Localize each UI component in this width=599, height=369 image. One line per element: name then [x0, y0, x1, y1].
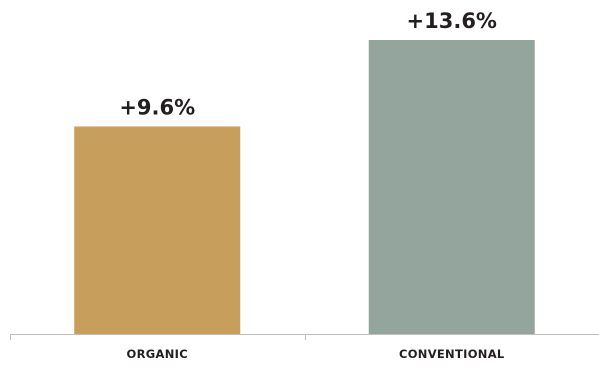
bar-conventional [368, 40, 535, 334]
category-label-conventional: CONVENTIONAL [399, 347, 505, 361]
x-axis [10, 334, 599, 340]
value-label-organic: +9.6% [119, 95, 195, 119]
bars-layer [74, 40, 535, 335]
bar-organic [74, 126, 241, 335]
value-label-conventional: +13.6% [407, 9, 497, 33]
category-label-organic: ORGANIC [127, 347, 188, 361]
labels-layer: +9.6% ORGANIC +13.6% CONVENTIONAL [119, 9, 505, 361]
